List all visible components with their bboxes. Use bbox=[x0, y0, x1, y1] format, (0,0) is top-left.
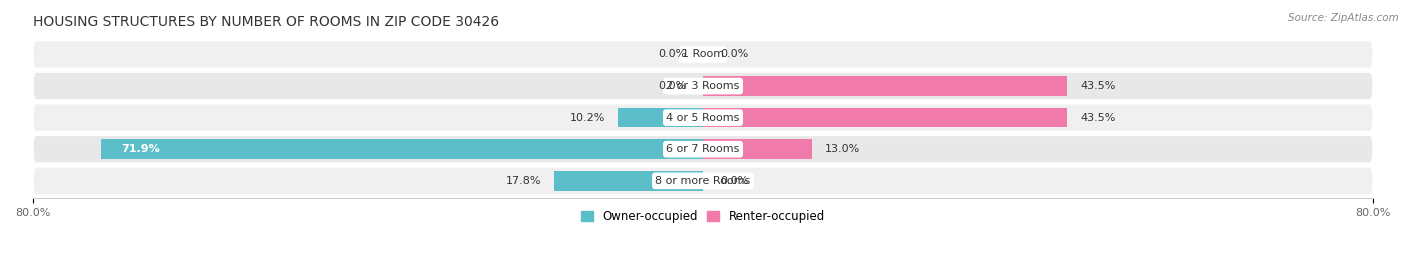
Text: Source: ZipAtlas.com: Source: ZipAtlas.com bbox=[1288, 13, 1399, 23]
Bar bbox=[703, 139, 811, 159]
Bar bbox=[703, 76, 1067, 96]
Legend: Owner-occupied, Renter-occupied: Owner-occupied, Renter-occupied bbox=[576, 205, 830, 228]
Text: 1 Room: 1 Room bbox=[682, 49, 724, 59]
Text: 43.5%: 43.5% bbox=[1080, 113, 1115, 123]
Bar bbox=[101, 139, 703, 159]
Text: 6 or 7 Rooms: 6 or 7 Rooms bbox=[666, 144, 740, 154]
Text: 4 or 5 Rooms: 4 or 5 Rooms bbox=[666, 113, 740, 123]
FancyBboxPatch shape bbox=[32, 40, 1374, 69]
FancyBboxPatch shape bbox=[32, 135, 1374, 164]
Bar bbox=[617, 108, 703, 128]
Text: 0.0%: 0.0% bbox=[720, 176, 748, 186]
Text: 13.0%: 13.0% bbox=[824, 144, 859, 154]
Text: 8 or more Rooms: 8 or more Rooms bbox=[655, 176, 751, 186]
Text: 0.0%: 0.0% bbox=[658, 49, 686, 59]
Text: 2 or 3 Rooms: 2 or 3 Rooms bbox=[666, 81, 740, 91]
FancyBboxPatch shape bbox=[32, 104, 1374, 132]
Bar bbox=[554, 171, 703, 191]
Text: HOUSING STRUCTURES BY NUMBER OF ROOMS IN ZIP CODE 30426: HOUSING STRUCTURES BY NUMBER OF ROOMS IN… bbox=[32, 15, 499, 29]
FancyBboxPatch shape bbox=[32, 167, 1374, 195]
Bar bbox=[703, 108, 1067, 128]
FancyBboxPatch shape bbox=[32, 72, 1374, 100]
Text: 0.0%: 0.0% bbox=[720, 49, 748, 59]
Text: 0.0%: 0.0% bbox=[658, 81, 686, 91]
Text: 10.2%: 10.2% bbox=[569, 113, 605, 123]
Text: 71.9%: 71.9% bbox=[121, 144, 160, 154]
Text: 17.8%: 17.8% bbox=[506, 176, 541, 186]
Text: 43.5%: 43.5% bbox=[1080, 81, 1115, 91]
